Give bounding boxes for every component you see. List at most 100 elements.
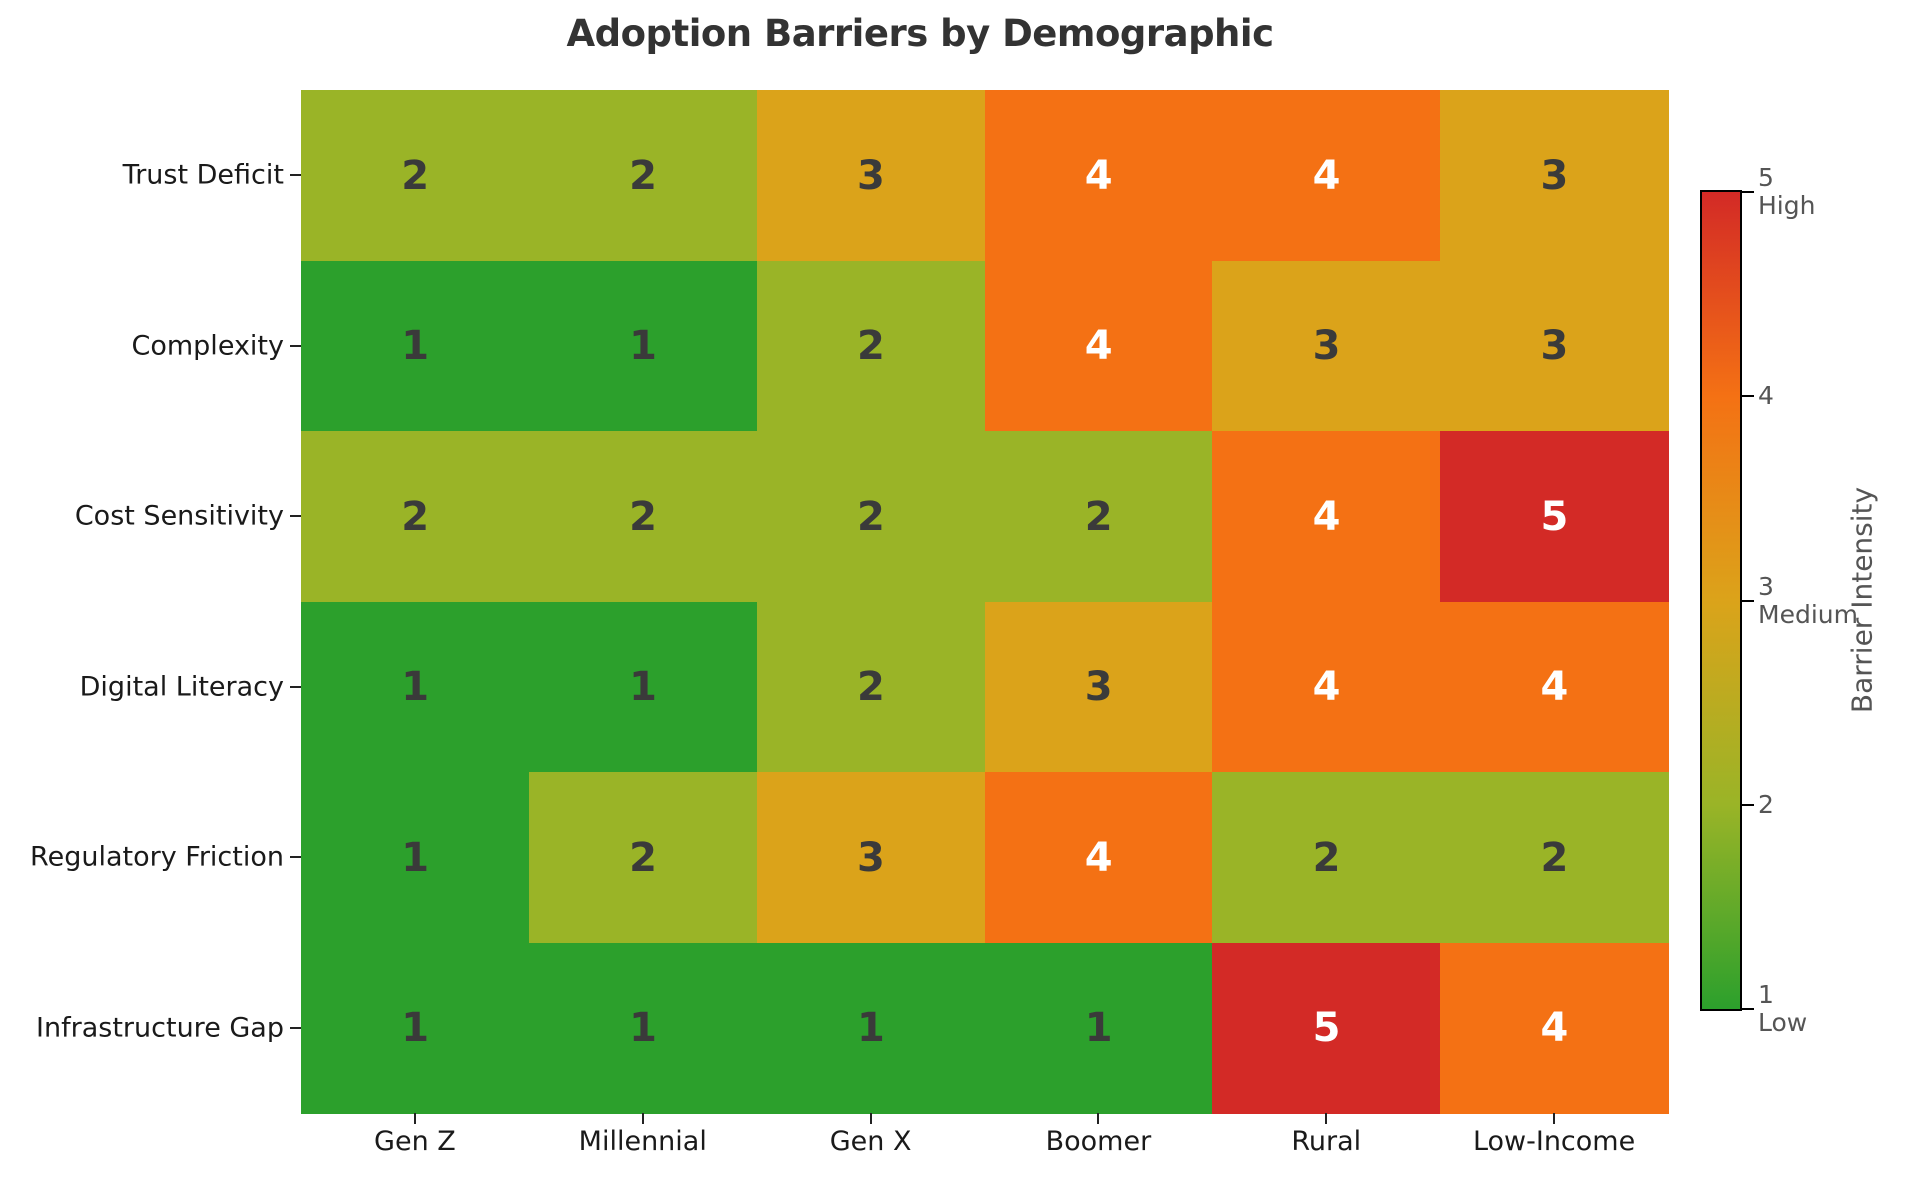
heatmap-cell-complexity-gen-z: 1 bbox=[301, 260, 530, 432]
cell-value: 1 bbox=[401, 834, 430, 881]
heatmap-cell-complexity-low-income: 3 bbox=[1440, 260, 1669, 432]
heatmap-cell-trust-deficit-gen-x: 3 bbox=[756, 90, 986, 262]
cell-value: 3 bbox=[1540, 323, 1569, 370]
heatmap-cell-trust-deficit-millennial: 2 bbox=[528, 90, 758, 262]
cell-value: 2 bbox=[629, 152, 657, 199]
heatmap-cell-infrastructure-gap-gen-x: 1 bbox=[756, 942, 986, 1114]
x-tick-label-gen-x: Gen X bbox=[829, 1126, 912, 1157]
y-tick-mark bbox=[290, 174, 301, 177]
cell-value: 2 bbox=[1540, 834, 1569, 881]
heatmap-cell-digital-literacy-gen-z: 1 bbox=[301, 601, 530, 773]
heatmap-cell-regulatory-friction-millennial: 2 bbox=[528, 772, 758, 944]
cell-value: 1 bbox=[401, 1005, 430, 1052]
colorbar-tick-value: 1 bbox=[1758, 980, 1774, 1009]
cell-value: 3 bbox=[1312, 323, 1341, 370]
x-tick-mark bbox=[869, 1113, 872, 1124]
cell-value: 4 bbox=[1312, 493, 1341, 540]
cell-value: 2 bbox=[629, 493, 657, 540]
x-tick-label-gen-z: Gen Z bbox=[374, 1126, 456, 1157]
cell-value: 4 bbox=[1540, 1005, 1569, 1052]
cell-value: 2 bbox=[629, 834, 657, 881]
y-tick-label-infrastructure-gap: Infrastructure Gap bbox=[36, 1012, 284, 1044]
cell-value: 3 bbox=[856, 834, 885, 881]
colorbar bbox=[1700, 190, 1742, 1011]
colorbar-tick-sublabel: Medium bbox=[1758, 599, 1858, 629]
cell-value: 2 bbox=[856, 323, 885, 370]
cell-value: 1 bbox=[401, 323, 430, 370]
x-tick-mark bbox=[413, 1113, 416, 1124]
colorbar-tick-value: 2 bbox=[1758, 789, 1774, 819]
cell-value: 1 bbox=[401, 664, 430, 711]
heatmap-cell-trust-deficit-low-income: 3 bbox=[1440, 90, 1669, 262]
x-tick-mark bbox=[641, 1113, 644, 1124]
y-tick-label-regulatory-friction: Regulatory Friction bbox=[30, 841, 284, 873]
cell-value: 4 bbox=[1312, 152, 1341, 199]
cell-value: 5 bbox=[1312, 1005, 1341, 1052]
colorbar-tick-value: 5 bbox=[1758, 163, 1774, 192]
heatmap-cell-infrastructure-gap-low-income: 4 bbox=[1440, 942, 1669, 1114]
heatmap-cell-trust-deficit-gen-z: 2 bbox=[301, 90, 530, 262]
cell-value: 3 bbox=[1084, 664, 1113, 711]
colorbar-tick-label-2: 2 bbox=[1758, 789, 1774, 819]
cell-value: 3 bbox=[1540, 152, 1569, 199]
colorbar-tick-value: 4 bbox=[1758, 381, 1774, 411]
cell-value: 5 bbox=[1540, 493, 1569, 540]
heatmap-cell-regulatory-friction-gen-z: 1 bbox=[301, 772, 530, 944]
y-tick-label-trust-deficit: Trust Deficit bbox=[122, 159, 284, 191]
x-tick-mark bbox=[1097, 1113, 1100, 1124]
heatmap-cell-cost-sensitivity-gen-z: 2 bbox=[301, 431, 530, 603]
y-tick-mark bbox=[290, 685, 301, 688]
cell-value: 2 bbox=[1084, 493, 1113, 540]
heatmap-cell-cost-sensitivity-gen-x: 2 bbox=[756, 431, 986, 603]
cell-value: 2 bbox=[401, 493, 430, 540]
cell-value: 1 bbox=[629, 1005, 657, 1052]
colorbar-tick-mark bbox=[1742, 191, 1754, 193]
cell-value: 4 bbox=[1084, 834, 1113, 881]
colorbar-tick-label-4: 4 bbox=[1758, 382, 1774, 410]
heatmap-cell-infrastructure-gap-gen-z: 1 bbox=[301, 942, 530, 1114]
colorbar-tick-mark bbox=[1742, 395, 1754, 398]
y-tick-mark bbox=[290, 344, 301, 347]
x-tick-label-rural: Rural bbox=[1291, 1126, 1362, 1157]
y-tick-label-complexity: Complexity bbox=[131, 330, 285, 362]
heatmap-cell-digital-literacy-low-income: 4 bbox=[1440, 601, 1669, 773]
colorbar-tick-sublabel: Low bbox=[1758, 1008, 1808, 1037]
heatmap-cell-complexity-gen-x: 2 bbox=[756, 260, 986, 432]
cell-value: 4 bbox=[1084, 323, 1113, 370]
cell-value: 1 bbox=[629, 323, 657, 370]
heatmap-grid: 2 2 3 4 4 3 1 1 2 4 3 3 2 2 2 2 4 5 1 1 2 3 4 4 1 2 3 4 2 2 1 1 1 1 5 4 bbox=[301, 90, 1669, 1114]
heatmap-cell-complexity-boomer: 4 bbox=[984, 260, 1213, 432]
colorbar-tick-mark bbox=[1742, 599, 1754, 602]
colorbar-tick-mark bbox=[1742, 803, 1754, 806]
heatmap-cell-digital-literacy-gen-x: 2 bbox=[756, 601, 986, 773]
heatmap-cell-infrastructure-gap-rural: 5 bbox=[1212, 942, 1441, 1114]
colorbar-axis-label: Barrier Intensity bbox=[1845, 486, 1879, 714]
heatmap-cell-regulatory-friction-low-income: 2 bbox=[1440, 772, 1669, 944]
heatmap-cell-cost-sensitivity-millennial: 2 bbox=[528, 431, 758, 603]
colorbar-tick-label-3: 3 Medium bbox=[1758, 572, 1858, 629]
y-tick-mark bbox=[290, 515, 301, 518]
heatmap-cell-cost-sensitivity-rural: 4 bbox=[1212, 431, 1441, 603]
x-tick-label-millennial: Millennial bbox=[578, 1126, 707, 1157]
heatmap-cell-regulatory-friction-boomer: 4 bbox=[984, 772, 1213, 944]
heatmap-cell-complexity-rural: 3 bbox=[1212, 260, 1441, 432]
colorbar-tick-sublabel: High bbox=[1758, 191, 1816, 220]
x-tick-label-boomer: Boomer bbox=[1045, 1126, 1152, 1157]
x-tick-mark bbox=[1325, 1113, 1328, 1124]
heatmap-cell-trust-deficit-rural: 4 bbox=[1212, 90, 1441, 262]
x-tick-label-low-income: Low-Income bbox=[1472, 1126, 1636, 1157]
cell-value: 1 bbox=[856, 1005, 885, 1052]
heatmap-cell-trust-deficit-boomer: 4 bbox=[984, 90, 1213, 262]
heatmap-cell-cost-sensitivity-low-income: 5 bbox=[1440, 431, 1669, 603]
cell-value: 1 bbox=[629, 664, 657, 711]
heatmap-cell-infrastructure-gap-millennial: 1 bbox=[528, 942, 758, 1114]
heatmap-cell-infrastructure-gap-boomer: 1 bbox=[984, 942, 1213, 1114]
cell-value: 4 bbox=[1540, 664, 1569, 711]
cell-value: 3 bbox=[856, 152, 885, 199]
y-tick-mark bbox=[290, 856, 301, 859]
heatmap-cell-digital-literacy-rural: 4 bbox=[1212, 601, 1441, 773]
heatmap-cell-complexity-millennial: 1 bbox=[528, 260, 758, 432]
colorbar-tick-mark bbox=[1742, 1008, 1754, 1010]
cell-value: 4 bbox=[1084, 152, 1113, 199]
